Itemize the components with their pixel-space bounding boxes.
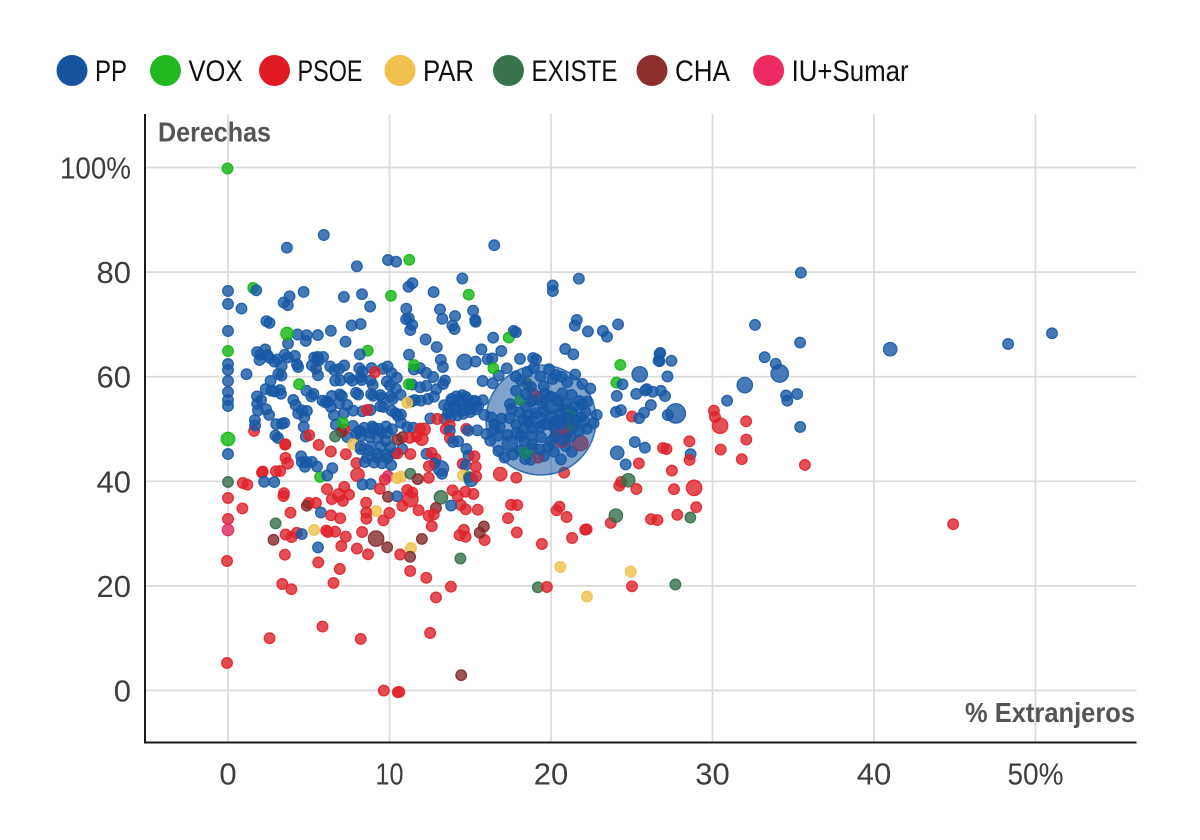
svg-text:40: 40	[97, 464, 131, 499]
svg-text:60: 60	[97, 360, 131, 395]
svg-text:0: 0	[219, 757, 236, 792]
svg-text:40: 40	[857, 757, 891, 792]
svg-text:20: 20	[97, 569, 131, 604]
svg-text:CHA: CHA	[675, 55, 730, 88]
svg-text:20: 20	[534, 757, 568, 792]
svg-text:10: 10	[376, 757, 404, 792]
svg-text:50%: 50%	[1008, 757, 1064, 792]
svg-text:PSOE: PSOE	[298, 55, 363, 88]
svg-text:EXISTE: EXISTE	[532, 55, 618, 88]
svg-text:Derechas: Derechas	[158, 117, 271, 148]
svg-text:80: 80	[97, 255, 131, 290]
svg-text:PAR: PAR	[423, 55, 474, 88]
svg-text:100%: 100%	[60, 151, 131, 186]
svg-text:% Extranjeros: % Extranjeros	[965, 697, 1135, 728]
svg-text:0: 0	[114, 674, 131, 709]
svg-text:VOX: VOX	[189, 55, 243, 88]
svg-text:30: 30	[695, 757, 729, 792]
svg-text:PP: PP	[95, 55, 127, 88]
svg-text:IU+Sumar: IU+Sumar	[792, 55, 909, 88]
